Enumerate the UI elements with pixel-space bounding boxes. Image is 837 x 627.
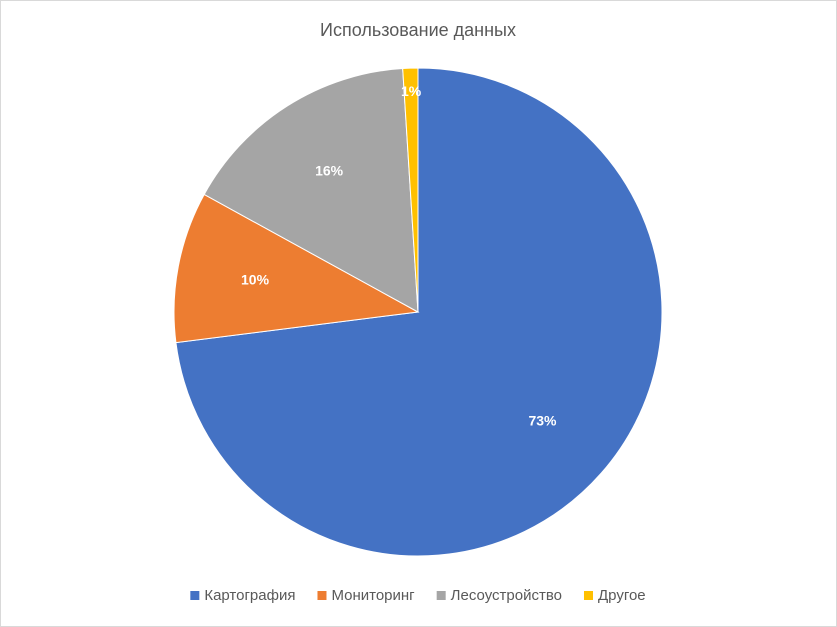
data-label: 10% — [241, 272, 270, 288]
data-label: 1% — [401, 83, 422, 99]
data-label: 16% — [315, 163, 344, 179]
pie-slice — [402, 67, 419, 313]
legend-swatch — [436, 591, 446, 600]
legend-label: Другое — [598, 587, 646, 604]
legend-label: Картография — [204, 587, 295, 604]
legend-swatch — [583, 591, 593, 600]
pie-slice — [173, 193, 420, 344]
chart-title: Использование данных — [320, 20, 516, 40]
legend-swatch — [190, 591, 200, 600]
pie-slice — [203, 67, 419, 313]
legend-label: Мониторинг — [331, 587, 415, 604]
legend-swatch — [317, 591, 327, 600]
data-label: 73% — [528, 412, 557, 428]
legend-label: Лесоустройство — [451, 587, 562, 604]
